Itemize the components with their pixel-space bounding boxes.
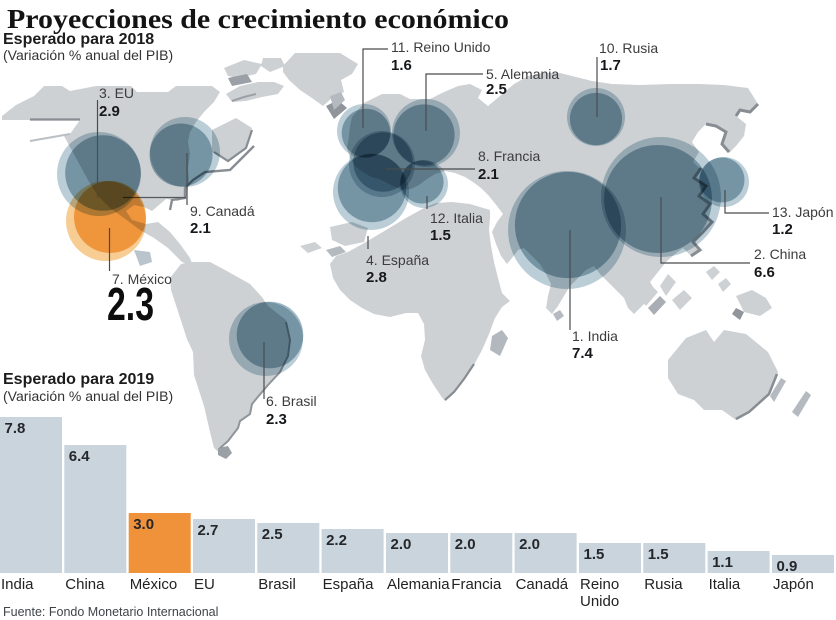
svg-text:1.1: 1.1 [712, 554, 733, 571]
svg-text:5. Alemania: 5. Alemania [486, 66, 559, 82]
svg-text:6.6: 6.6 [754, 264, 775, 281]
svg-text:Canadá: Canadá [516, 576, 569, 593]
svg-text:7.4: 7.4 [572, 345, 594, 362]
svg-text:2.5: 2.5 [486, 81, 507, 98]
svg-text:(Variación % anual del PIB): (Variación % anual del PIB) [3, 47, 173, 63]
svg-text:2.1: 2.1 [190, 220, 211, 237]
svg-text:1.5: 1.5 [648, 546, 669, 563]
svg-text:2.0: 2.0 [519, 536, 540, 553]
svg-text:Italia: Italia [709, 576, 741, 593]
svg-text:13. Japón: 13. Japón [772, 204, 834, 220]
svg-text:2. China: 2. China [754, 246, 806, 262]
svg-text:Unido: Unido [580, 593, 619, 610]
svg-text:Fuente: Fondo Monetario Intern: Fuente: Fondo Monetario Internacional [3, 605, 218, 619]
svg-text:(Variación % anual del PIB): (Variación % anual del PIB) [3, 388, 173, 404]
svg-text:2.0: 2.0 [391, 536, 412, 553]
svg-text:2.8: 2.8 [366, 269, 387, 286]
svg-text:2.0: 2.0 [455, 536, 476, 553]
svg-text:2.5: 2.5 [262, 526, 283, 543]
svg-text:2.9: 2.9 [99, 103, 120, 120]
svg-text:Alemania: Alemania [387, 576, 450, 593]
svg-text:2.3: 2.3 [266, 411, 287, 428]
svg-text:1.5: 1.5 [584, 546, 605, 563]
svg-text:China: China [65, 576, 105, 593]
svg-text:2.3: 2.3 [107, 278, 154, 330]
svg-text:11. Reino Unido: 11. Reino Unido [391, 39, 491, 55]
svg-text:10. Rusia: 10. Rusia [599, 40, 658, 56]
svg-text:2.1: 2.1 [478, 166, 499, 183]
svg-text:Esperado para 2019: Esperado para 2019 [3, 371, 154, 388]
svg-text:6. Brasil: 6. Brasil [266, 393, 317, 409]
svg-text:3. EU: 3. EU [99, 85, 134, 101]
svg-text:1.2: 1.2 [772, 221, 793, 238]
svg-text:0.9: 0.9 [777, 558, 798, 575]
svg-text:7. México: 7. México [112, 271, 172, 287]
svg-text:3.0: 3.0 [133, 516, 154, 533]
svg-text:1.6: 1.6 [391, 57, 412, 74]
svg-text:EU: EU [194, 576, 215, 593]
svg-text:Brasil: Brasil [258, 576, 296, 593]
svg-text:1. India: 1. India [572, 328, 618, 344]
svg-text:7.8: 7.8 [5, 420, 26, 437]
svg-text:12. Italia: 12. Italia [430, 210, 483, 226]
svg-text:2.2: 2.2 [326, 532, 347, 549]
svg-text:2.7: 2.7 [198, 522, 219, 539]
svg-text:México: México [130, 576, 178, 593]
svg-text:1.5: 1.5 [430, 227, 451, 244]
svg-text:Francia: Francia [451, 576, 502, 593]
svg-text:Japón: Japón [773, 576, 814, 593]
svg-text:1.7: 1.7 [600, 57, 621, 74]
svg-text:India: India [1, 576, 34, 593]
svg-text:8. Francia: 8. Francia [478, 148, 540, 164]
svg-text:6.4: 6.4 [69, 448, 91, 465]
svg-text:España: España [323, 576, 375, 593]
svg-text:Esperado para 2018: Esperado para 2018 [3, 31, 154, 48]
svg-text:9. Canadá: 9. Canadá [190, 203, 255, 219]
svg-text:4. España: 4. España [366, 252, 429, 268]
svg-text:Proyecciones de crecimiento ec: Proyecciones de crecimiento económico [7, 4, 509, 34]
svg-text:Reino: Reino [580, 576, 619, 593]
svg-text:Rusia: Rusia [644, 576, 683, 593]
